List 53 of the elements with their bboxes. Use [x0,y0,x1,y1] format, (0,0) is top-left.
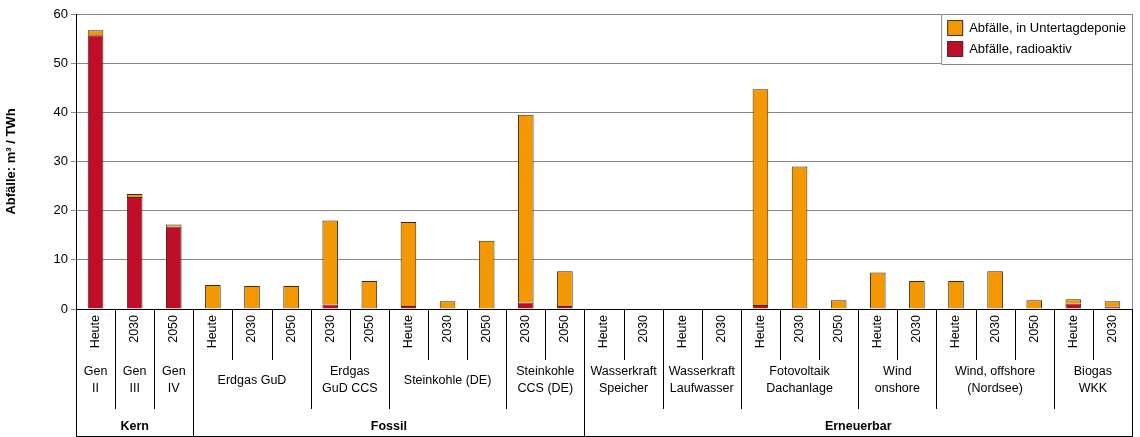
text: Erdgas GuD [217,372,287,387]
x-tick-label: 2030 [1104,314,1119,343]
x-tick-label: Heute [88,314,103,349]
x-tick-label: 2050 [1026,314,1041,343]
y-tick-label: 30 [53,153,68,169]
text: Gen IV [161,364,186,396]
y-tick-label: 20 [53,202,68,218]
x-tick-label: Heute [596,314,611,349]
x-tick-label: Heute [400,314,415,349]
x-tick-label: Heute [948,314,963,349]
text: Steinkohle (DE) [403,372,492,387]
x-tick-label: 2030 [713,314,728,343]
text: Erneuerbar [824,419,892,434]
x-tick-label: Heute [752,314,767,349]
x-tick-label: Heute [205,314,220,349]
x-tick-label: 2050 [479,314,494,343]
legend-label: Abfälle, in Untertagdeponie [969,19,1127,35]
x-tick-label: 2030 [635,314,650,343]
x-tick-label: 2030 [792,314,807,343]
y-tick-label: 50 [53,54,68,70]
x-tick-label: 2030 [518,314,533,343]
text: Biogas WKK [1073,364,1113,396]
text: Gen III [122,364,147,396]
legend-label: Abfälle, radioaktiv [969,40,1073,56]
y-tick-label: 10 [53,251,68,267]
x-tick-label: 2050 [557,314,572,343]
x-tick-label: Heute [870,314,885,349]
x-tick-label: 2050 [831,314,846,343]
x-tick-label: 2050 [361,314,376,343]
text: Steinkohle CCS (DE) [516,364,575,396]
x-tick-label: Heute [1065,314,1080,349]
x-tick-label: 2030 [244,314,259,343]
text: Kern [120,419,149,434]
x-tick-label: 2030 [322,314,337,343]
x-tick-label: 2030 [909,314,924,343]
text: Erdgas GuD CCS [321,364,378,396]
text: Wind onshore [874,364,920,396]
text: Wasserkraft Laufwasser [668,364,736,396]
x-tick-label: 2030 [127,314,142,343]
text: Fossil [370,419,407,434]
x-tick-label: Heute [674,314,689,349]
text: Fotovoltaik Dachanlage [766,364,833,396]
x-tick-label: 2030 [440,314,455,343]
x-tick-label: 2050 [283,314,298,343]
y-tick-label: 0 [60,300,68,316]
y-axis-title: Abfälle: m³ / TWh [3,108,19,215]
y-tick-label: 60 [53,5,68,21]
x-tick-label: 2030 [987,314,1002,343]
text: Wind, offshore (Nordsee) [954,364,1036,396]
text: Gen II [83,364,108,396]
y-tick-label: 40 [53,103,68,119]
x-tick-label: 2050 [166,314,181,343]
text: Wasserkraft Speicher [590,364,658,396]
